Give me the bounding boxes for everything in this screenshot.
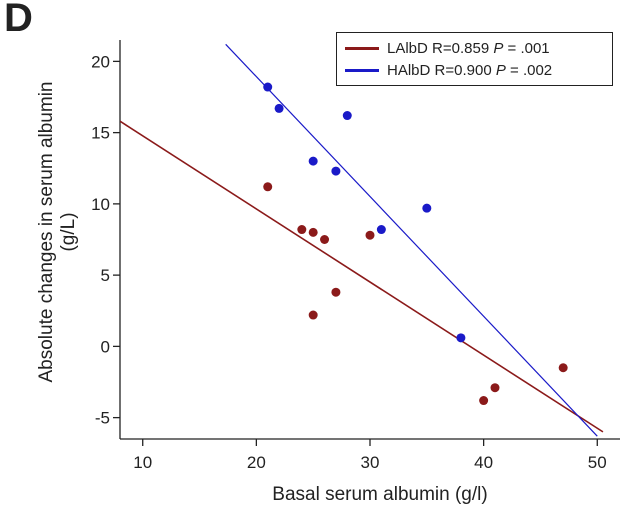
data-point-halbd (376, 225, 386, 235)
data-point-lalbd (331, 287, 341, 297)
data-point-halbd (456, 333, 466, 343)
legend-series-name: LAlbD (387, 39, 428, 57)
x-tick-label: 30 (361, 453, 380, 472)
data-point-halbd (331, 166, 341, 176)
data-point-halbd (422, 203, 432, 213)
legend-p-label: P (493, 39, 504, 57)
x-axis-label: Basal serum albumin (g/l) (272, 484, 488, 505)
y-tick-label: 20 (91, 52, 110, 71)
data-point-lalbd (297, 225, 307, 235)
data-point-halbd (274, 103, 284, 113)
x-tick-label: 10 (133, 453, 152, 472)
data-point-halbd (342, 111, 352, 121)
legend-entry-lalbd: LAlbD R=0.859 P = .001 (345, 37, 604, 59)
legend-p-value: = .001 (507, 39, 550, 57)
data-point-lalbd (490, 383, 500, 393)
y-tick-label: 10 (91, 195, 110, 214)
fit-line-halbd (225, 43, 598, 437)
legend-p-value: = .002 (510, 61, 553, 79)
x-tick-label: 50 (588, 453, 607, 472)
legend-stat: R=0.900 (434, 61, 492, 79)
legend-swatch-halbd (345, 68, 379, 72)
data-point-lalbd (320, 235, 330, 244)
data-point-lalbd (558, 363, 568, 373)
x-tick-label: 20 (247, 453, 266, 472)
legend-stat: R=0.859 (432, 39, 490, 57)
legend-swatch-lalbd (345, 46, 379, 50)
data-point-lalbd (308, 227, 318, 237)
data-point-lalbd (479, 396, 489, 406)
legend-entry-halbd: HAlbD R=0.900 P = .002 (345, 59, 604, 81)
data-point-lalbd (308, 310, 318, 320)
y-tick-label: 0 (101, 337, 110, 356)
x-tick-label: 40 (474, 453, 493, 472)
legend: LAlbD R=0.859 P = .001 HAlbD R=0.900 P =… (336, 32, 613, 86)
y-tick-label: -5 (95, 409, 110, 428)
data-point-halbd (263, 82, 273, 92)
y-axis-label-line1: Absolute changes in serum albumin (36, 81, 57, 383)
y-axis-label-line2: (g/L) (58, 212, 79, 252)
panel-label: D (4, 0, 33, 40)
y-axis-label: Absolute changes in serum albumin (g/L) (36, 32, 80, 432)
y-tick-label: 15 (91, 124, 110, 143)
legend-p-label: P (495, 61, 506, 79)
data-point-lalbd (365, 230, 375, 240)
fit-line-lalbd (120, 120, 604, 433)
data-point-halbd (308, 156, 318, 166)
y-tick-label: 5 (101, 266, 110, 285)
data-point-lalbd (263, 182, 273, 192)
legend-series-name: HAlbD (387, 61, 431, 79)
